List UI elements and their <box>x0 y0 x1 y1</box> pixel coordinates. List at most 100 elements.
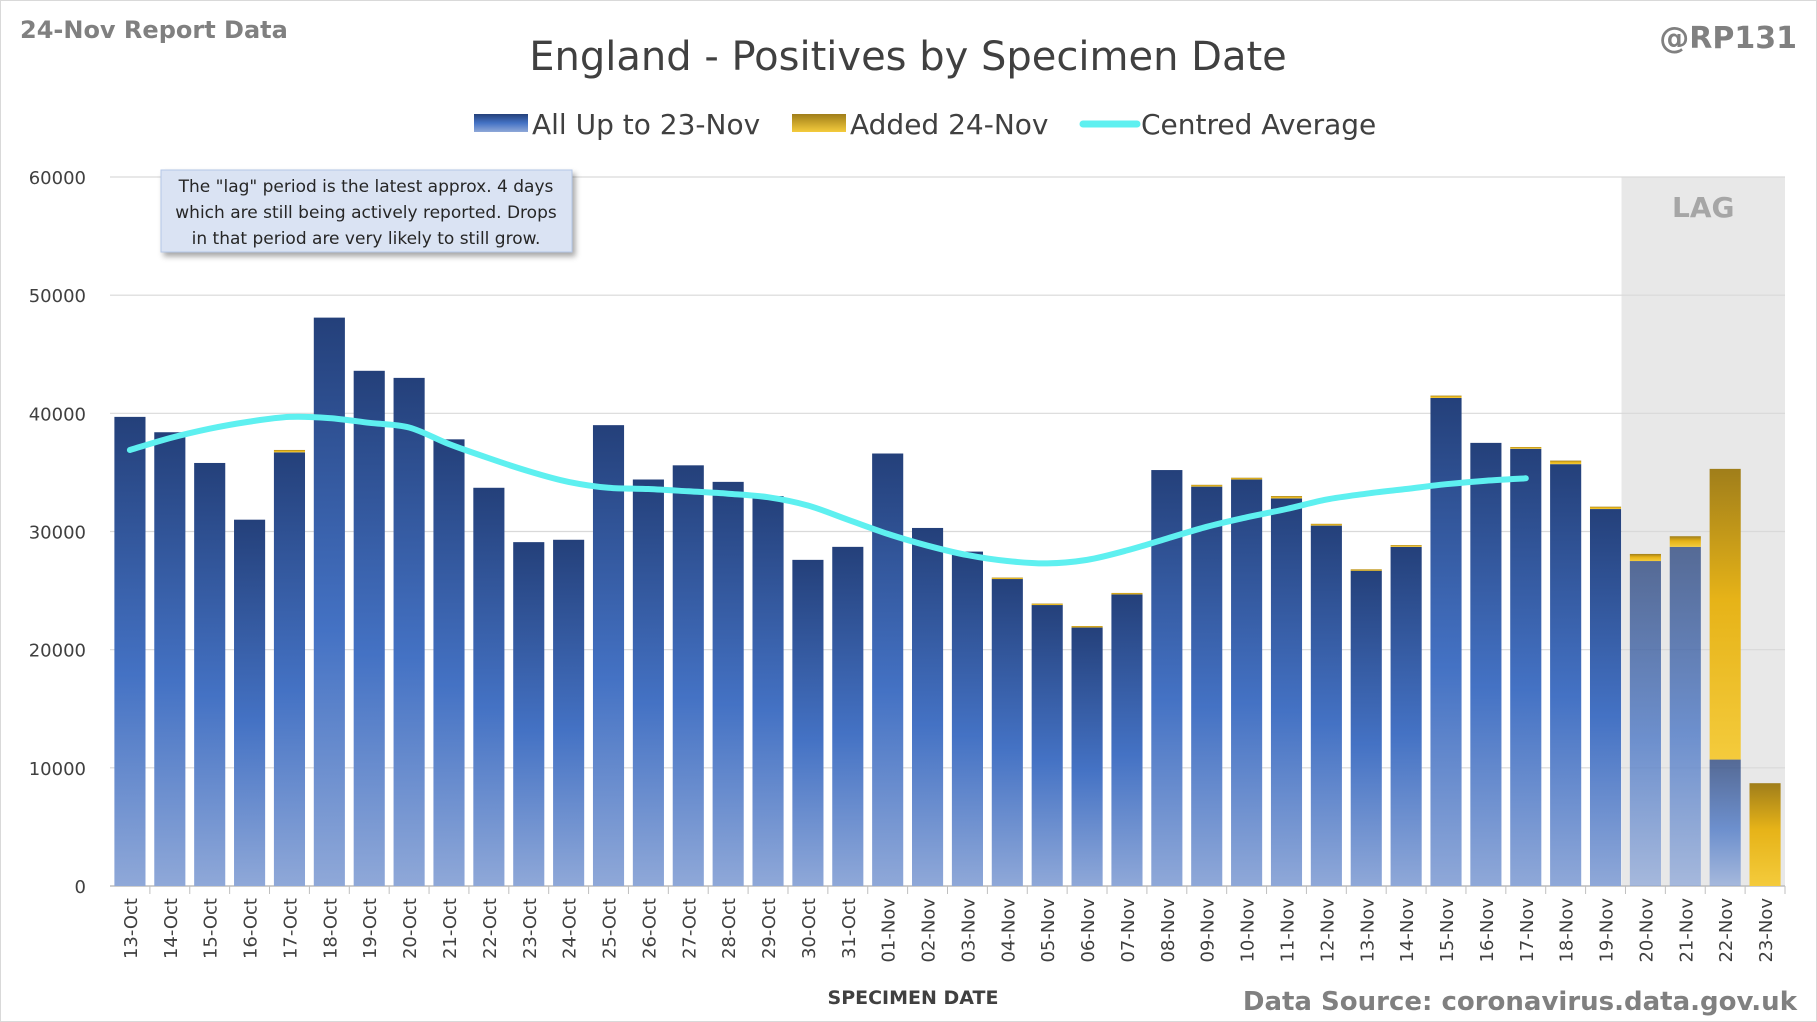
bar-added <box>1191 484 1223 487</box>
x-tick-label: 17-Oct <box>280 898 301 959</box>
y-tick-label: 10000 <box>29 759 86 780</box>
y-tick-label: 0 <box>75 877 86 898</box>
bar-base <box>1589 509 1622 886</box>
y-tick-label: 40000 <box>29 404 86 425</box>
bar-added <box>1510 447 1542 449</box>
x-tick-label: 08-Nov <box>1158 898 1179 963</box>
data-source-label: Data Source: coronavirus.data.gov.uk <box>1243 987 1798 1017</box>
bar-added <box>1310 523 1342 526</box>
x-tick-label: 23-Nov <box>1756 898 1777 963</box>
bar-added <box>1749 783 1781 886</box>
x-tick-label: 18-Oct <box>320 898 341 959</box>
x-tick-label: 19-Nov <box>1597 898 1618 963</box>
report-date-label: 24-Nov Report Data <box>20 16 288 44</box>
bar-added <box>1111 592 1143 595</box>
average-line-layer <box>126 413 1529 567</box>
bar-base <box>513 542 545 886</box>
bar-base <box>951 551 983 886</box>
x-tick-label: 13-Oct <box>121 898 142 959</box>
bar-base <box>114 416 146 886</box>
x-tick-label: 22-Oct <box>480 898 501 959</box>
annotation-line-2: which are still being actively reported.… <box>175 203 557 223</box>
x-tick-label: 21-Oct <box>440 898 461 959</box>
bar-base <box>632 479 664 886</box>
x-tick-label: 02-Nov <box>919 898 940 963</box>
legend-label-base: All Up to 23-Nov <box>532 108 760 141</box>
x-axis: 13-Oct 14-Oct 15-Oct 16-Oct 17-Oct 18-Oct 19-O… <box>121 886 1786 963</box>
x-tick-label: 05-Nov <box>1038 898 1059 963</box>
bar-added <box>1669 536 1701 547</box>
bar-added <box>1231 477 1263 480</box>
bar-base <box>313 317 345 886</box>
lag-label: LAG <box>1672 191 1735 224</box>
bar-base <box>1231 479 1263 886</box>
bar-added <box>1071 626 1103 628</box>
bar-base <box>1510 448 1542 886</box>
bar-base <box>1470 442 1502 886</box>
x-tick-label: 17-Nov <box>1517 898 1538 963</box>
bar-added <box>1390 545 1422 547</box>
x-tick-label: 18-Nov <box>1557 898 1578 963</box>
x-tick-label: 12-Nov <box>1317 898 1338 963</box>
bar-added <box>1031 603 1063 606</box>
x-tick-label: 19-Oct <box>360 898 381 959</box>
bar-base <box>1031 604 1063 886</box>
bar-base <box>154 432 186 886</box>
bar-base <box>712 481 744 886</box>
x-tick-label: 16-Oct <box>241 898 262 959</box>
bar-base <box>832 546 864 886</box>
y-tick-label: 20000 <box>29 641 86 662</box>
y-axis: 0 10000 20000 30000 40000 50000 60000 <box>29 168 86 898</box>
legend-label-average: Centred Average <box>1141 108 1376 141</box>
bar-added <box>1270 496 1303 499</box>
y-tick-label: 60000 <box>29 168 86 189</box>
bar-added <box>1589 506 1622 510</box>
bar-added <box>1629 553 1661 562</box>
bar-base <box>1071 627 1103 886</box>
x-tick-label: 09-Nov <box>1198 898 1219 963</box>
x-tick-label: 11-Nov <box>1277 898 1298 963</box>
bar-base <box>1550 464 1582 886</box>
bar-base <box>553 539 585 886</box>
bar-base <box>912 527 944 886</box>
x-tick-label: 30-Oct <box>799 898 820 959</box>
bar-base <box>1430 397 1462 886</box>
bar-base <box>1310 525 1342 886</box>
x-tick-label: 25-Oct <box>600 898 621 959</box>
x-tick-label: 21-Nov <box>1676 898 1697 963</box>
x-tick-label: 14-Oct <box>161 898 182 959</box>
bar-base <box>1390 546 1422 886</box>
bar-base <box>872 453 904 886</box>
bar-added <box>1550 460 1582 465</box>
bar-base <box>1191 486 1223 886</box>
bar-base <box>592 425 625 886</box>
x-tick-label: 06-Nov <box>1078 898 1099 963</box>
x-tick-label: 04-Nov <box>998 898 1019 963</box>
bar-base <box>433 439 465 886</box>
x-tick-label: 07-Nov <box>1118 898 1139 963</box>
legend: All Up to 23-Nov Added 24-Nov Centred Av… <box>474 108 1376 141</box>
bar-added <box>1430 395 1462 398</box>
x-axis-title: SPECIMEN DATE <box>828 987 999 1009</box>
x-tick-label: 01-Nov <box>879 898 900 963</box>
bar-base <box>194 462 226 886</box>
bar-base <box>1111 594 1143 886</box>
x-tick-label: 03-Nov <box>958 898 979 963</box>
x-tick-label: 26-Oct <box>639 898 660 959</box>
bar-added <box>273 449 306 453</box>
x-tick-label: 31-Oct <box>839 898 860 959</box>
centred-average-line <box>126 413 1529 567</box>
legend-swatch-base <box>474 114 528 132</box>
legend-swatch-added <box>792 114 846 132</box>
x-tick-label: 10-Nov <box>1238 898 1259 963</box>
y-tick-label: 50000 <box>29 286 86 307</box>
bar-base <box>752 496 784 886</box>
bar-base <box>234 519 266 886</box>
x-tick-label: 22-Nov <box>1716 898 1737 963</box>
bar-base <box>473 487 505 886</box>
bar-base <box>991 578 1023 886</box>
annotation-line-3: in that period are very likely to still … <box>192 229 541 249</box>
